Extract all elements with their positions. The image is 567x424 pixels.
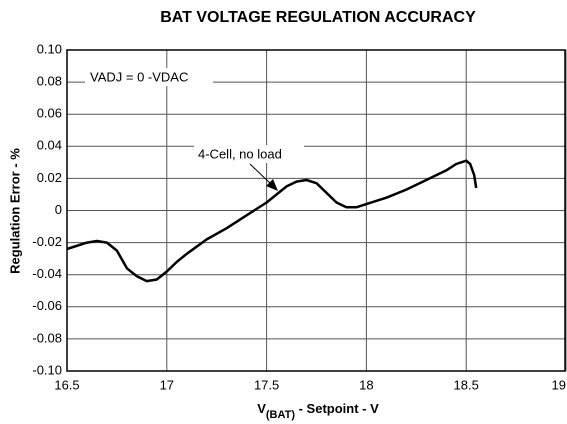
annotation: 4-Cell, no load: [198, 146, 282, 161]
y-tick-label: 0.04: [37, 138, 62, 153]
plot-frame: [66, 49, 566, 372]
y-tick-label: -0.08: [32, 330, 62, 345]
y-tick-label: -0.06: [32, 298, 62, 313]
annotation: VADJ = 0 -VDAC: [90, 69, 188, 84]
chart-title: BAT VOLTAGE REGULATION ACCURACY: [160, 9, 476, 26]
y-tick-label: 0.06: [37, 106, 62, 121]
x-tick-label: 18.5: [454, 377, 479, 392]
x-label-part: V: [257, 401, 266, 416]
y-axis-label: Regulation Error - %: [7, 148, 22, 274]
x-label-part: - Setpoint - V: [295, 401, 379, 416]
y-tick-label: -0.04: [32, 266, 62, 281]
y-tick-label: 0.08: [37, 74, 62, 89]
x-tick-label: 16.5: [54, 377, 79, 392]
annotation-leader: [249, 163, 274, 187]
y-tick-label: -0.10: [32, 362, 62, 377]
x-tick-label: 18: [359, 377, 373, 392]
x-label-sub: (BAT): [266, 409, 295, 421]
annotation-arrowhead: [266, 179, 278, 191]
y-tick-label: 0: [55, 202, 62, 217]
x-tick-label: 19: [552, 377, 566, 392]
data-line: [66, 159, 478, 283]
y-tick-label: 0.02: [37, 170, 62, 185]
x-axis-label: V(BAT) - Setpoint - V: [257, 401, 379, 420]
x-tick-label: 17: [160, 377, 174, 392]
y-tick-label: 0.10: [37, 41, 62, 56]
y-tick-label: -0.02: [32, 234, 62, 249]
annotation-bg: [85, 68, 213, 86]
x-tick-label: 17.5: [254, 377, 279, 392]
annotation-bg: [194, 145, 304, 163]
